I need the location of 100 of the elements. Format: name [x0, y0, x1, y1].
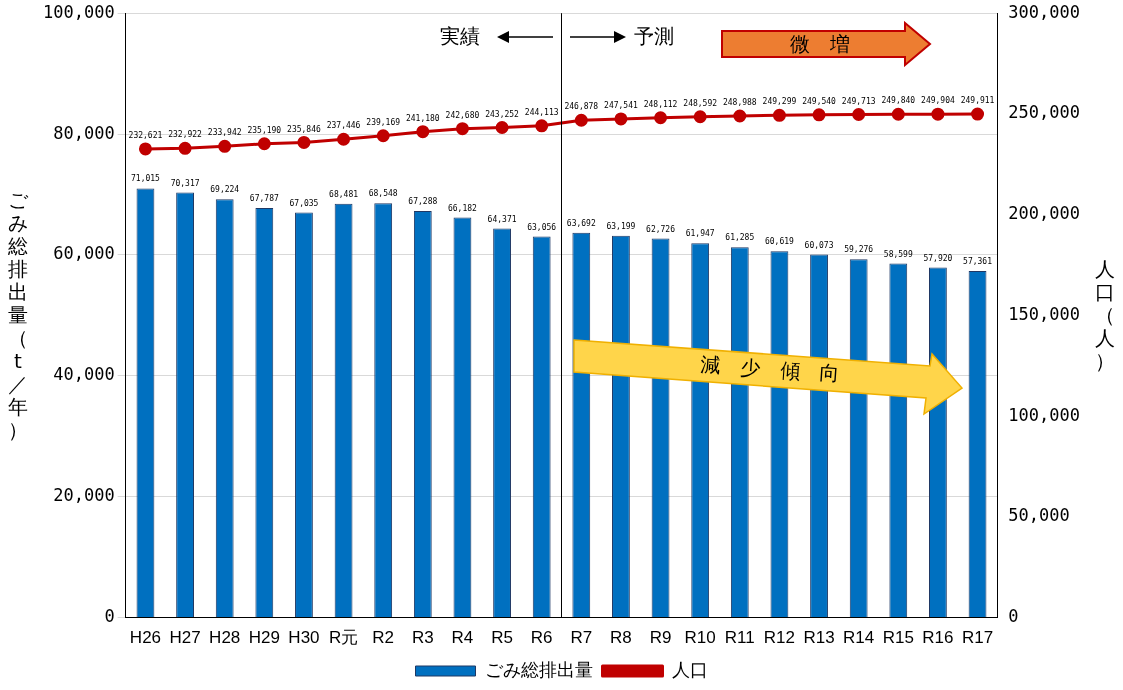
- data-label: 57,361: [963, 256, 993, 266]
- point: [297, 135, 311, 149]
- data-label: 248,592: [683, 98, 718, 108]
- x-tick-label: R14: [843, 628, 875, 648]
- annotation: 予測: [633, 23, 674, 51]
- data-label: 249,299: [762, 97, 797, 107]
- x-tick-label: R13: [803, 628, 835, 648]
- y2-tick-label: 50,000: [1008, 505, 1070, 526]
- y-tick-label: 80,000: [53, 122, 115, 143]
- data-label: 68,481: [329, 189, 359, 199]
- x-tick-label: R15: [882, 628, 914, 648]
- x-tick-label: R元: [328, 628, 359, 648]
- annotation: 微 増: [790, 31, 850, 59]
- y2-tick-label: 150,000: [1008, 303, 1081, 324]
- annotation: 減 少 傾 向: [699, 351, 841, 388]
- point: [693, 110, 707, 124]
- point: [337, 132, 351, 146]
- data-label: 249,904: [921, 96, 955, 106]
- x-tick-label: R11: [724, 628, 755, 648]
- data-label: 60,073: [804, 240, 834, 250]
- x-tick-label: R16: [922, 628, 954, 648]
- point: [138, 142, 152, 156]
- data-label: 233,942: [207, 128, 242, 138]
- x-tick-label: H27: [169, 628, 201, 648]
- y-tick-label: 60,000: [53, 243, 115, 264]
- data-label: 66,182: [447, 203, 478, 213]
- annotation: 実績: [439, 23, 480, 51]
- y2-tick-label: 200,000: [1008, 203, 1081, 224]
- x-tick-label: R5: [491, 628, 513, 648]
- data-label: 67,787: [249, 193, 279, 203]
- data-label: 69,224: [210, 185, 240, 195]
- data-label: 242,680: [445, 110, 480, 120]
- legend-label: 人口: [671, 659, 708, 680]
- point: [178, 141, 192, 155]
- data-label: 249,911: [960, 96, 995, 106]
- x-tick-label: R17: [961, 628, 994, 648]
- data-label: 246,878: [564, 102, 599, 112]
- point: [495, 121, 509, 135]
- point: [654, 111, 668, 125]
- data-label: 235,846: [287, 124, 321, 134]
- x-tick-label: R10: [684, 628, 716, 648]
- data-label: 63,199: [606, 221, 636, 231]
- data-label: 63,692: [566, 218, 596, 228]
- data-label: 241,180: [405, 113, 440, 123]
- legend-label: ごみ総排出量: [484, 659, 593, 680]
- y-tick-label: 0: [104, 606, 115, 627]
- x-tick-label: R2: [372, 628, 395, 648]
- point: [772, 108, 786, 122]
- data-label: 249,713: [841, 96, 876, 106]
- point: [733, 109, 747, 123]
- x-tick-label: H29: [248, 628, 280, 648]
- data-label: 63,056: [527, 222, 557, 232]
- y2-tick-label: 0: [1008, 606, 1019, 627]
- y-tick-label: 20,000: [53, 485, 115, 506]
- point: [812, 108, 826, 122]
- data-label: 58,599: [883, 249, 913, 259]
- point: [852, 108, 866, 122]
- data-label: 64,371: [487, 214, 517, 224]
- x-tick-label: H26: [129, 628, 162, 648]
- data-label: 239,169: [366, 117, 401, 127]
- x-tick-label: R3: [411, 628, 434, 648]
- y-tick-label: 100,000: [42, 1, 115, 22]
- data-label: 235,190: [247, 125, 282, 135]
- data-label: 249,840: [881, 96, 916, 106]
- data-label: 61,285: [725, 233, 755, 243]
- y-tick-label: 40,000: [53, 364, 115, 385]
- data-label: 248,112: [643, 99, 678, 109]
- x-tick-label: R12: [763, 628, 796, 648]
- data-label: 232,922: [168, 130, 203, 140]
- point: [931, 107, 945, 121]
- x-tick-label: R7: [570, 628, 593, 648]
- y2-tick-label: 100,000: [1008, 404, 1081, 425]
- data-label: 244,113: [524, 107, 559, 117]
- data-label: 237,446: [326, 121, 361, 131]
- point: [535, 119, 549, 133]
- point: [574, 113, 588, 127]
- data-label: 57,920: [923, 253, 953, 263]
- x-tick-label: H28: [209, 628, 241, 648]
- data-label: 60,619: [764, 237, 795, 247]
- x-tick-label: R8: [610, 628, 632, 648]
- point: [455, 122, 469, 136]
- point: [416, 125, 430, 139]
- data-label: 67,035: [289, 198, 319, 208]
- data-label: 70,317: [170, 178, 200, 188]
- data-label: 249,540: [802, 96, 837, 106]
- data-label: 247,541: [604, 100, 638, 110]
- text: ごみ総排出量（t／年）: [8, 187, 28, 442]
- y2-tick-label: 250,000: [1008, 102, 1081, 123]
- x-tick-label: R4: [451, 628, 474, 648]
- data-label: 248,988: [722, 98, 757, 108]
- x-tick-label: R6: [530, 628, 553, 648]
- data-label: 59,276: [844, 245, 874, 255]
- data-label: 68,548: [368, 189, 398, 199]
- y2-axis-title: 人口（人）: [1094, 256, 1116, 373]
- data-label: 243,252: [485, 109, 520, 119]
- point: [218, 139, 232, 153]
- point: [257, 137, 271, 151]
- data-label: 71,015: [131, 174, 161, 184]
- point: [971, 107, 985, 121]
- data-label: 67,288: [408, 196, 438, 206]
